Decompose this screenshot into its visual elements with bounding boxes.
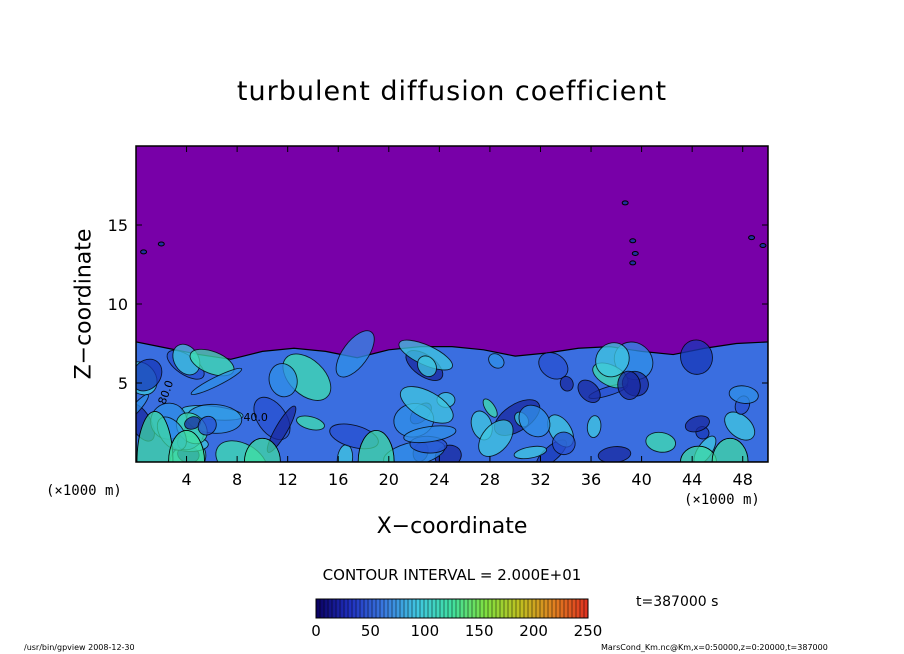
eddy xyxy=(595,342,630,378)
colorbar-tick-label: 100 xyxy=(410,622,440,640)
y-axis-label: Z−coordinate xyxy=(71,228,97,380)
x-tick-label: 48 xyxy=(733,470,753,489)
blob xyxy=(748,235,756,241)
x-tick-label: 12 xyxy=(278,470,298,489)
blob xyxy=(140,249,148,255)
blob xyxy=(759,243,767,249)
eddy xyxy=(268,363,298,398)
eddy xyxy=(335,330,375,378)
colorbar-tick-label: 250 xyxy=(573,622,603,640)
eddy xyxy=(197,415,217,436)
eddy xyxy=(684,415,710,433)
colorbar-tick-label: 150 xyxy=(464,622,494,640)
footer-command: /usr/bin/gpview 2008-12-30 xyxy=(24,643,135,652)
x-tick-label: 40 xyxy=(631,470,651,489)
footer-source: MarsCond_Km.nc@Km,x=0:50000,z=0:20000,t=… xyxy=(601,643,828,652)
blob xyxy=(157,241,165,247)
eddy xyxy=(724,411,756,441)
x-tick-label: 24 xyxy=(429,470,449,489)
eddy xyxy=(296,415,325,431)
eddy xyxy=(586,415,602,438)
eddy xyxy=(680,339,713,375)
eddy xyxy=(518,404,551,438)
blob xyxy=(631,250,639,256)
x-tick-label: 32 xyxy=(530,470,550,489)
eddy xyxy=(399,386,454,424)
eddy xyxy=(478,419,514,457)
plot-area xyxy=(135,145,769,463)
colorbar-tick-label: 0 xyxy=(311,622,321,640)
eddy xyxy=(597,446,632,462)
colorbar-tick-label: 50 xyxy=(360,622,380,640)
eddy xyxy=(513,445,548,460)
colorbar-frame xyxy=(315,598,589,619)
y-tick-label: 10 xyxy=(108,295,128,314)
eddy xyxy=(488,353,505,369)
blob xyxy=(621,200,629,206)
blob xyxy=(629,238,637,244)
y-axis-ticks: 5 10 15 xyxy=(108,216,768,393)
eddy xyxy=(482,398,498,418)
eddy xyxy=(617,370,641,400)
colorbar-tick-label: 200 xyxy=(519,622,548,640)
eddy xyxy=(559,376,574,392)
eddy xyxy=(728,385,759,404)
plume xyxy=(680,445,717,462)
x-tick-label: 8 xyxy=(232,470,242,489)
x-tick-label: 44 xyxy=(682,470,702,489)
y-tick-label: 15 xyxy=(108,216,128,235)
eddy xyxy=(190,367,243,396)
eddy xyxy=(417,355,437,378)
x-tick-label: 36 xyxy=(581,470,601,489)
x-tick-label: 20 xyxy=(379,470,399,489)
x-tick-label: 16 xyxy=(328,470,348,489)
turbulence-field xyxy=(136,200,768,462)
plume xyxy=(136,411,174,462)
x-axis-ticks: 4 8 12 16 20 24 28 32 36 40 44 48 xyxy=(181,146,753,489)
y-axis-unit: (×1000 m) xyxy=(46,483,122,499)
x-tick-label: 28 xyxy=(480,470,500,489)
eddy xyxy=(538,352,569,380)
blob xyxy=(629,260,637,266)
x-axis-unit: (×1000 m) xyxy=(684,492,760,508)
time-label: t=387000 s xyxy=(636,594,719,610)
colorbar xyxy=(315,598,589,619)
eddy xyxy=(552,431,576,456)
eddy xyxy=(577,379,601,403)
chart-title: turbulent diffusion coefficient xyxy=(236,76,668,107)
contour-interval-label: CONTOUR INTERVAL = 2.000E+01 xyxy=(322,566,582,584)
y-tick-label: 5 xyxy=(118,374,128,393)
contour-label: 40.0 xyxy=(243,411,268,424)
eddy xyxy=(403,425,457,444)
x-axis-label: X−coordinate xyxy=(376,514,528,539)
eddy xyxy=(645,431,677,453)
x-tick-label: 4 xyxy=(181,470,191,489)
